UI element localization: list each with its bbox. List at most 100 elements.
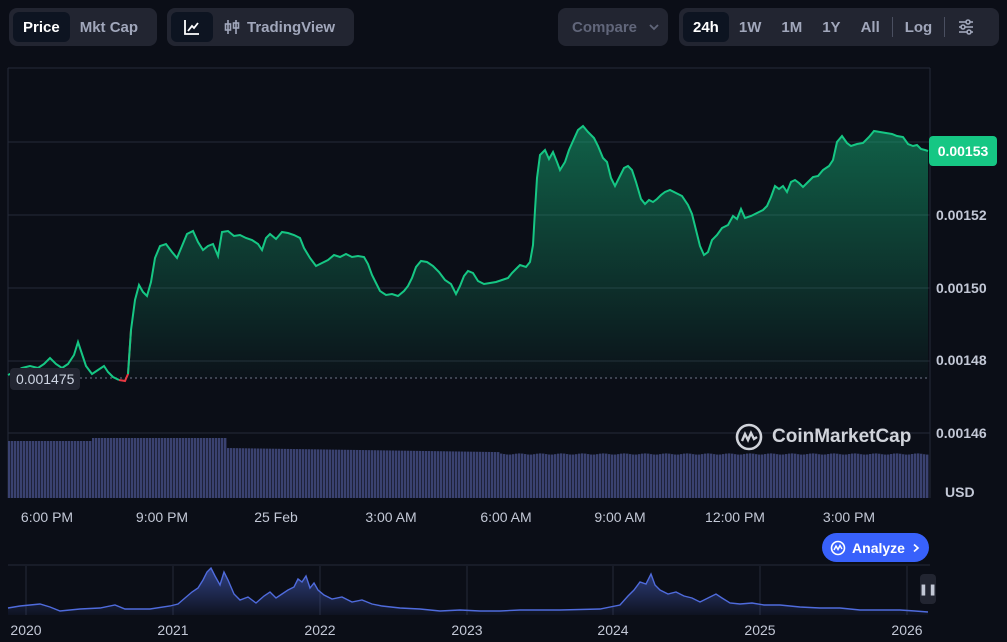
- volume-bar: [767, 453, 770, 498]
- volume-bar: [899, 453, 902, 498]
- volume-bar: [464, 451, 467, 498]
- volume-bar: [893, 453, 896, 498]
- volume-bar: [674, 454, 677, 498]
- volume-bar: [557, 453, 560, 498]
- range-24h[interactable]: 24h: [683, 12, 729, 42]
- line-chart-button[interactable]: [171, 12, 213, 42]
- volume-bar: [8, 441, 11, 498]
- y-tick-label: 0.00150: [936, 280, 987, 296]
- volume-bar: [848, 454, 851, 498]
- mktcap-tab[interactable]: Mkt Cap: [79, 18, 139, 36]
- compare-dropdown[interactable]: Compare: [558, 8, 668, 46]
- volume-bar: [71, 441, 74, 498]
- volume-bar: [764, 454, 767, 498]
- x-tick-label: 3:00 PM: [822, 509, 876, 525]
- volume-bar: [905, 454, 908, 498]
- volume-bar: [584, 453, 587, 498]
- volume-bar: [791, 453, 794, 498]
- volume-bar: [620, 453, 623, 498]
- range-all[interactable]: All: [860, 18, 880, 36]
- volume-bar: [257, 448, 260, 498]
- volume-bar: [707, 453, 710, 498]
- range-1y[interactable]: 1Y: [822, 18, 841, 36]
- range-1w[interactable]: 1W: [738, 18, 762, 36]
- volume-bar: [881, 454, 884, 498]
- tradingview-button[interactable]: TradingView: [213, 12, 345, 42]
- volume-bar: [41, 441, 44, 498]
- volume-bar: [251, 448, 254, 498]
- volume-bar: [311, 449, 314, 498]
- volume-bar: [209, 438, 212, 498]
- volume-bar: [890, 454, 893, 498]
- currency-label: USD: [945, 484, 975, 500]
- volume-bar: [632, 454, 635, 498]
- volume-bar: [182, 438, 185, 498]
- x-tick-label: 6:00 PM: [20, 509, 74, 525]
- volume-bar: [866, 454, 869, 498]
- volume-bar: [50, 441, 53, 498]
- volume-bar: [815, 453, 818, 498]
- volume-bar: [656, 454, 659, 498]
- volume-bar: [299, 449, 302, 498]
- volume-bar: [773, 453, 776, 498]
- volume-bar: [731, 453, 734, 498]
- volume-bar: [827, 454, 830, 498]
- log-scale-button[interactable]: Log: [904, 18, 933, 36]
- volume-bar: [434, 451, 437, 498]
- volume-bar: [563, 453, 566, 498]
- volume-bar: [347, 449, 350, 498]
- volume-bar: [113, 438, 116, 498]
- volume-bar: [503, 454, 506, 498]
- analyze-logo-icon: [830, 540, 846, 555]
- volume-bar: [167, 438, 170, 498]
- volume-bar: [809, 453, 812, 498]
- volume-bar: [359, 450, 362, 498]
- line-chart-icon: [184, 20, 199, 35]
- volume-bar: [266, 448, 269, 498]
- volume-bar: [476, 451, 479, 498]
- range-divider: [944, 17, 946, 37]
- volume-bar: [158, 438, 161, 498]
- volume-bar: [329, 449, 332, 498]
- navigator-handle[interactable]: ❚❚: [919, 574, 937, 604]
- volume-bar: [566, 454, 569, 498]
- range-divider: [891, 17, 893, 37]
- volume-bar: [392, 450, 395, 498]
- chart-settings-button[interactable]: [947, 12, 985, 42]
- volume-bar: [653, 454, 656, 498]
- volume-bar: [812, 453, 815, 498]
- volume-bar: [140, 438, 143, 498]
- volume-bar: [365, 450, 368, 498]
- volume-bar: [176, 438, 179, 498]
- volume-bar: [725, 453, 728, 498]
- volume-bar: [131, 438, 134, 498]
- volume-bar: [722, 454, 725, 498]
- volume-bar: [143, 438, 146, 498]
- volume-bar: [134, 438, 137, 498]
- volume-bar: [296, 449, 299, 498]
- volume-bar: [293, 449, 296, 498]
- navigator-year-label: 2026: [891, 622, 923, 638]
- volume-bar: [188, 438, 191, 498]
- volume-bar: [74, 441, 77, 498]
- navigator-year-label: 2020: [10, 622, 42, 638]
- volume-bar: [860, 454, 863, 498]
- volume-bar: [926, 454, 929, 498]
- y-tick-label: 0.00152: [936, 207, 987, 223]
- volume-bar: [593, 454, 596, 498]
- volume-bar: [269, 448, 272, 498]
- watermark-text: CoinMarketCap: [772, 426, 912, 447]
- volume-bar: [737, 454, 740, 498]
- volume-bar: [32, 441, 35, 498]
- volume-bar: [410, 450, 413, 498]
- analyze-button[interactable]: Analyze: [822, 533, 929, 562]
- volume-bar: [395, 450, 398, 498]
- volume-bar: [494, 452, 497, 498]
- price-tab[interactable]: Price: [13, 12, 70, 42]
- tradingview-label: TradingView: [247, 18, 336, 36]
- navigator-area[interactable]: [8, 568, 928, 615]
- current-price-tag: 0.00153: [929, 136, 997, 166]
- range-1m[interactable]: 1M: [781, 18, 803, 36]
- volume-bar: [830, 453, 833, 498]
